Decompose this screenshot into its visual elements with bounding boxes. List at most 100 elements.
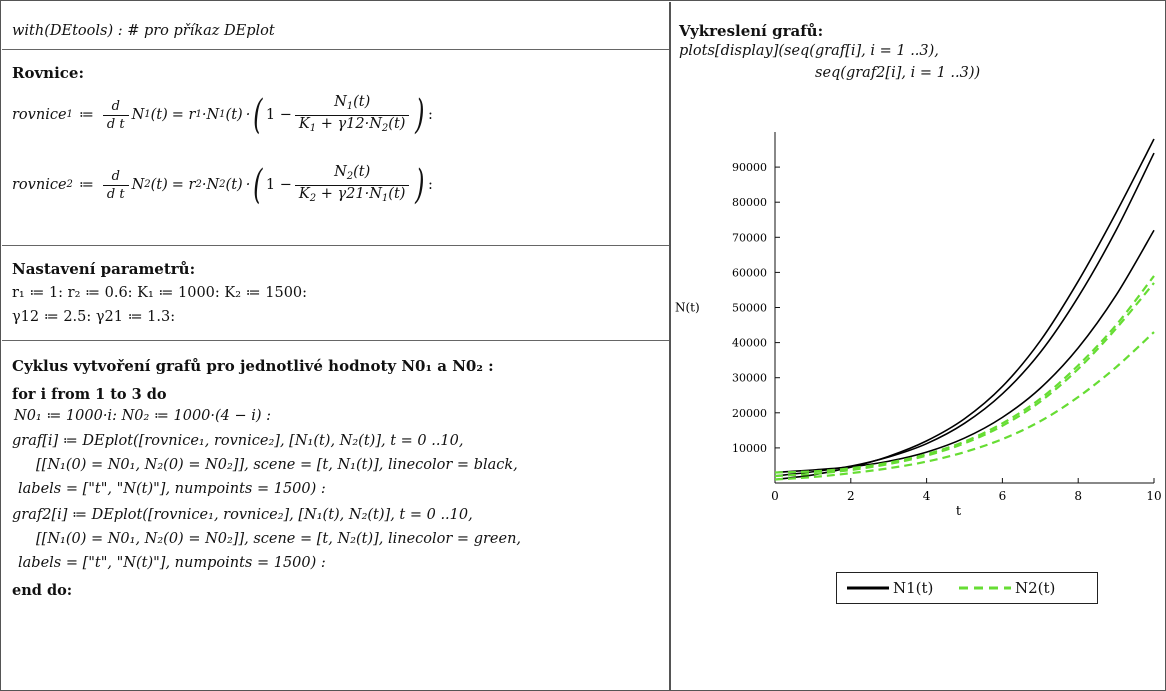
heading-draw: Vykreslení grafů: xyxy=(679,22,824,40)
for-line[interactable]: for i from 1 to 3 do xyxy=(12,386,167,404)
legend-label-n2: N2(t) xyxy=(1015,579,1056,597)
eq1-den-t: (t) xyxy=(388,115,406,132)
legend-swatches xyxy=(847,586,1011,590)
series-line-3 xyxy=(774,229,1155,474)
display-line-2-text: seq(graf2[i], i = 1 ..3)) xyxy=(815,65,981,81)
eq1-n-sub: 1 xyxy=(144,109,151,120)
eq2-den-n-sub: 1 xyxy=(381,192,389,204)
y-tick-label: 20000 xyxy=(732,407,767,420)
eq2-den-k: K xyxy=(298,185,310,202)
eq1-rparen: ) xyxy=(415,92,425,138)
graf-line-2-text: [[N₁(0) = N0₁, N₂(0) = N0₂]], scene = [t… xyxy=(36,457,518,473)
x-tick-label: 4 xyxy=(923,489,931,503)
eq2-mult-n: ·N xyxy=(201,177,220,193)
eq1-r-sub: 1 xyxy=(195,109,202,120)
x-tick-label: 8 xyxy=(1074,489,1082,503)
eq2-num-n: N xyxy=(334,163,347,180)
x-axis-label: t xyxy=(956,504,962,519)
y-tick-label: 40000 xyxy=(732,337,767,350)
graf2-line-1[interactable]: graf2[i] ≔ DEplot([rovnice₁, rovnice₂], … xyxy=(12,506,473,524)
eq2-r-sub: 2 xyxy=(195,179,202,190)
plot-chart[interactable]: 0 2 4 6 8 10 10000 20000 30000 40000 50000 60000 700… xyxy=(673,2,1166,602)
eq1-d: d xyxy=(102,98,129,116)
eq2-n: N xyxy=(131,177,145,193)
params-line-1-text: r₁ ≔ 1: r₂ ≔ 0.6: K₁ ≔ 1000: K₂ ≔ 1500: xyxy=(12,285,308,301)
plot-pane[interactable]: Vykreslení grafů: plots[display](seq(gra… xyxy=(673,2,1166,691)
eq2-rparen: ) xyxy=(415,162,425,208)
params-line-1[interactable]: r₁ ≔ 1: r₂ ≔ 0.6: K₁ ≔ 1000: K₂ ≔ 1500: xyxy=(12,284,307,302)
eq2-d: d xyxy=(102,168,129,186)
params-line-2[interactable]: γ12 ≔ 2.5: γ21 ≔ 1.3: xyxy=(12,308,175,326)
graf-line-3[interactable]: labels = ["t", "N(t)"], numpoints = 1500… xyxy=(18,480,326,498)
chart-legend: N1(t) N2(t) xyxy=(836,572,1098,604)
eq2-dt: d t xyxy=(106,186,125,202)
y-tick-label: 60000 xyxy=(732,266,767,279)
eq2-lparen: ( xyxy=(253,162,263,208)
y-axis-label: N(t) xyxy=(675,301,700,315)
series-line-5 xyxy=(774,282,1155,478)
eq2-lhs-sub: 2 xyxy=(66,179,73,190)
heading-params: Nastavení parametrů: xyxy=(12,260,196,278)
params-line-2-text: γ12 ≔ 2.5: γ21 ≔ 1.3: xyxy=(12,309,176,325)
eq2-n-sub: 2 xyxy=(144,179,151,190)
eq1-den-k: K xyxy=(298,115,310,132)
display-line-2[interactable]: seq(graf2[i], i = 1 ..3)) xyxy=(815,64,980,82)
graf-line-1-text: graf[i] ≔ DEplot([rovnice₁, rovnice₂], [… xyxy=(12,433,464,449)
eq1-dt: d t xyxy=(106,116,125,132)
eq2-mult-sub: 2 xyxy=(219,179,226,190)
graf2-line-2[interactable]: [[N₁(0) = N0₁, N₂(0) = N0₂]], scene = [t… xyxy=(36,530,521,548)
separator xyxy=(2,340,669,341)
with-detools-line[interactable]: with(DEtools) : # pro příkaz DEplot xyxy=(12,22,275,40)
display-line-1[interactable]: plots[display](seq(graf[i], i = 1 ..3), xyxy=(679,42,939,60)
display-line-1-text: plots[display](seq(graf[i], i = 1 ..3), xyxy=(679,43,939,59)
y-tick-label: 90000 xyxy=(732,161,767,174)
series-line-4 xyxy=(774,275,1155,474)
eq1-num-n: N xyxy=(334,93,347,110)
n0-line-text: N0₁ ≔ 1000·i: N0₂ ≔ 1000·(4 − i) : xyxy=(14,408,272,424)
eq1-lhs-sub: 1 xyxy=(66,109,73,120)
eq1-assign: ≔ xyxy=(78,107,94,123)
x-tick-label: 0 xyxy=(771,489,779,503)
eq1-t-arg2: (t) xyxy=(225,107,243,123)
eq2-t-arg: (t) xyxy=(150,177,168,193)
eq2-one-minus: 1 − xyxy=(265,177,292,193)
heading-rovnice: Rovnice: xyxy=(12,64,85,82)
n0-line[interactable]: N0₁ ≔ 1000·i: N0₂ ≔ 1000·(4 − i) : xyxy=(14,407,271,425)
series-line-2 xyxy=(774,152,1155,477)
graf-line-2[interactable]: [[N₁(0) = N0₁, N₂(0) = N0₂]], scene = [t… xyxy=(36,456,518,474)
eq1-lparen: ( xyxy=(253,92,263,138)
x-tick-label: 2 xyxy=(847,489,855,503)
y-tick-label: 30000 xyxy=(732,372,767,385)
eq1-fraction: N1(t) K1 + γ12·N2(t) xyxy=(294,93,410,137)
separator xyxy=(2,245,669,246)
graf2-line-3-text: labels = ["t", "N(t)"], numpoints = 1500… xyxy=(18,555,326,571)
eq1-mult-n: ·N xyxy=(201,107,220,123)
graf2-line-3[interactable]: labels = ["t", "N(t)"], numpoints = 1500… xyxy=(18,554,326,572)
separator xyxy=(2,49,669,50)
eq1-one-minus: 1 − xyxy=(265,107,292,123)
eq2-num-sub: 2 xyxy=(346,170,354,182)
eq1-lhs: rovnice xyxy=(12,107,67,123)
eq2-lhs: rovnice xyxy=(12,177,67,193)
eq1-den-k-sub: 1 xyxy=(309,122,317,134)
eq1-num-sub: 1 xyxy=(346,100,354,112)
with-detools-text: with(DEtools) : # pro příkaz DEplot xyxy=(12,23,275,39)
x-tick-label: 6 xyxy=(999,489,1007,503)
graf-line-1[interactable]: graf[i] ≔ DEplot([rovnice₁, rovnice₂], [… xyxy=(12,432,464,450)
eq1-num-t: (t) xyxy=(353,93,371,110)
code-pane[interactable]: with(DEtools) : # pro příkaz DEplot Rovn… xyxy=(2,2,671,691)
eq2-den-k-sub: 2 xyxy=(309,192,317,204)
eq1-t-arg: (t) xyxy=(150,107,168,123)
eq2-end: : xyxy=(428,177,433,193)
eq1-den-plus: + γ12·N xyxy=(320,115,382,132)
end-do-text: end do: xyxy=(12,582,73,599)
eq2-num-t: (t) xyxy=(353,163,371,180)
end-do-line[interactable]: end do: xyxy=(12,582,72,600)
eq1-n: N xyxy=(131,107,145,123)
heading-cycle: Cyklus vytvoření grafů pro jednotlivé ho… xyxy=(12,357,494,375)
eq2-fraction: N2(t) K2 + γ21·N1(t) xyxy=(294,163,410,207)
